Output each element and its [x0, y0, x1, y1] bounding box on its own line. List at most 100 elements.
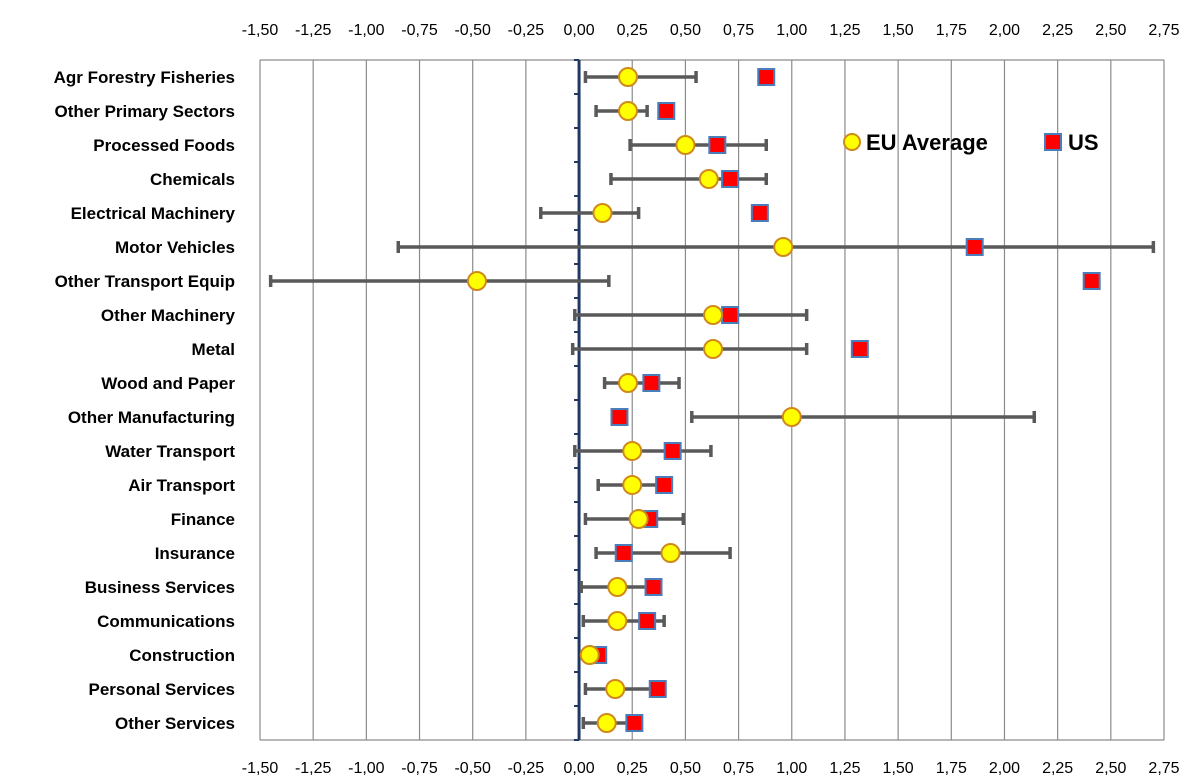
x-tick-label-top: 0,75	[723, 22, 754, 39]
eu-average-marker	[630, 510, 648, 528]
category-label: Other Manufacturing	[68, 408, 235, 427]
category-label: Agr Forestry Fisheries	[54, 68, 235, 87]
error-bar	[630, 139, 766, 151]
legend: EU Average US	[844, 130, 1099, 155]
error-bar	[611, 173, 766, 185]
category-label: Other Primary Sectors	[55, 102, 235, 121]
us-marker	[722, 171, 738, 187]
us-marker	[709, 137, 725, 153]
error-bar	[575, 445, 711, 457]
us-marker	[658, 103, 674, 119]
category-label: Wood and Paper	[101, 374, 235, 393]
x-tick-label-top: -0,50	[454, 22, 491, 39]
error-bar	[692, 411, 1034, 423]
x-tick-label-bottom: 1,50	[883, 760, 914, 777]
category-label: Other Transport Equip	[55, 272, 235, 291]
x-tick-label-bottom: 0,75	[723, 760, 754, 777]
x-tick-label-top: 2,50	[1095, 22, 1126, 39]
x-tick-label-top: -1,50	[242, 22, 279, 39]
category-label: Metal	[192, 340, 235, 359]
eu-average-marker	[623, 442, 641, 460]
error-bar	[573, 343, 807, 355]
category-label: Air Transport	[128, 476, 235, 495]
us-marker	[616, 545, 632, 561]
eu-average-marker	[608, 612, 626, 630]
eu-average-marker	[619, 102, 637, 120]
zero-axis	[574, 60, 579, 740]
x-tick-label-bottom: 0,25	[617, 760, 648, 777]
eu-average-marker	[623, 476, 641, 494]
x-tick-label-top: 0,00	[563, 22, 594, 39]
us-marker	[967, 239, 983, 255]
x-tick-label-top: 0,50	[670, 22, 701, 39]
x-tick-label-bottom: -1,25	[295, 760, 332, 777]
error-bar	[605, 377, 679, 389]
x-tick-label-bottom: 2,00	[989, 760, 1020, 777]
us-marker	[758, 69, 774, 85]
error-bar	[575, 309, 807, 321]
x-tick-label-bottom: 1,75	[936, 760, 967, 777]
category-label: Insurance	[155, 544, 235, 563]
x-tick-label-bottom: 2,25	[1042, 760, 1073, 777]
eu-average-marker	[598, 714, 616, 732]
eu-average-marker	[468, 272, 486, 290]
x-tick-label-top: 0,25	[617, 22, 648, 39]
us-marker	[643, 375, 659, 391]
us-marker	[650, 681, 666, 697]
x-tick-label-bottom: -0,25	[508, 760, 545, 777]
x-tick-label-top: -1,25	[295, 22, 332, 39]
x-tick-label-top: 2,00	[989, 22, 1020, 39]
plot-frame	[260, 60, 1164, 740]
error-bar	[271, 275, 609, 287]
eu-average-markers	[468, 68, 801, 732]
error-bar	[585, 71, 696, 83]
x-tick-label-top: -1,00	[348, 22, 385, 39]
us-marker	[852, 341, 868, 357]
eu-average-marker	[662, 544, 680, 562]
eu-average-marker	[700, 170, 718, 188]
eu-average-marker	[783, 408, 801, 426]
legend-us-label: US	[1068, 130, 1099, 155]
category-label: Other Services	[115, 714, 235, 733]
x-tick-label-top: 1,25	[829, 22, 860, 39]
category-label: Other Machinery	[101, 306, 236, 325]
legend-eu-average-label: EU Average	[866, 130, 988, 155]
error-bar	[541, 207, 639, 219]
category-label: Processed Foods	[93, 136, 235, 155]
us-marker	[626, 715, 642, 731]
category-label: Electrical Machinery	[71, 204, 236, 223]
x-tick-label-top: 1,00	[776, 22, 807, 39]
category-label: Construction	[129, 646, 235, 665]
us-marker	[752, 205, 768, 221]
category-label: Personal Services	[89, 680, 235, 699]
category-label: Motor Vehicles	[115, 238, 235, 257]
category-label: Finance	[171, 510, 235, 529]
category-labels: Agr Forestry Fisheries Other Primary Sect…	[54, 68, 236, 733]
x-tick-label-top: -0,25	[508, 22, 545, 39]
eu-average-marker	[619, 68, 637, 86]
category-label: Business Services	[85, 578, 235, 597]
eu-average-marker	[676, 136, 694, 154]
category-label: Chemicals	[150, 170, 235, 189]
eu-average-marker	[619, 374, 637, 392]
us-marker	[639, 613, 655, 629]
x-tick-label-bottom: 0,00	[563, 760, 594, 777]
eu-average-marker	[581, 646, 599, 664]
eu-average-marker	[606, 680, 624, 698]
x-tick-label-top: -0,75	[401, 22, 438, 39]
eu-average-marker	[608, 578, 626, 596]
x-tick-label-top: 2,75	[1148, 22, 1179, 39]
legend-eu-average-marker	[844, 134, 860, 150]
us-marker	[722, 307, 738, 323]
x-tick-label-bottom: 0,50	[670, 760, 701, 777]
x-tick-label-bottom: 1,25	[829, 760, 860, 777]
x-tick-label-bottom: -0,50	[454, 760, 491, 777]
x-tick-label-top: 1,75	[936, 22, 967, 39]
us-marker	[611, 409, 627, 425]
us-marker	[646, 579, 662, 595]
us-marker	[665, 443, 681, 459]
category-label: Communications	[97, 612, 235, 631]
x-tick-labels: -1,50 -1,50 -1,25 -1,25 -1,00 -1,00 -0,75 -0,75…	[242, 22, 1180, 777]
